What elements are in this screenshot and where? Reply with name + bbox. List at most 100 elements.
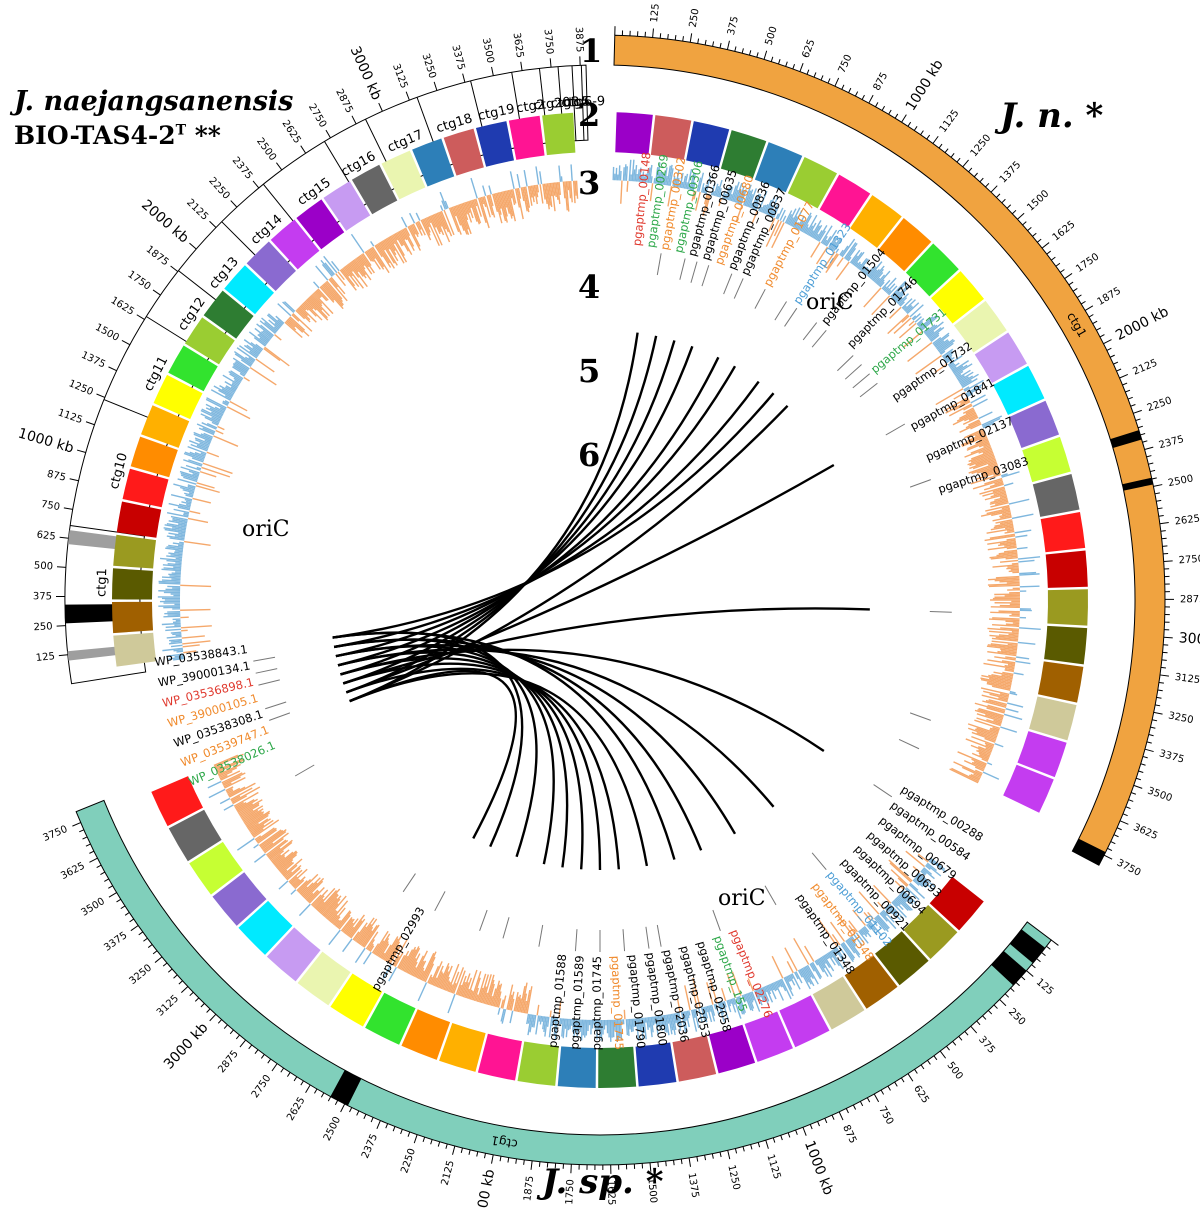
gc-skew-bar <box>985 747 993 752</box>
gc-skew-bar <box>999 693 1010 697</box>
gc-skew-bar <box>847 938 861 956</box>
gc-skew-bar <box>968 774 980 781</box>
gc-skew-bar <box>435 213 443 227</box>
tick-mark <box>462 73 466 83</box>
gc-skew-bar <box>804 966 812 978</box>
gc-skew-bar <box>162 564 182 568</box>
gene-tick <box>909 479 931 488</box>
gc-skew-bar <box>978 411 993 420</box>
gc-skew-bar <box>257 333 269 344</box>
gc-skew-bar <box>331 260 340 272</box>
synteny-block <box>412 138 455 187</box>
synteny-block <box>130 436 178 478</box>
gc-skew-bar <box>982 422 995 429</box>
gc-skew-bar <box>999 580 1020 583</box>
gc-skew-bar <box>637 169 640 182</box>
gap-marker-jsp <box>991 950 1027 986</box>
tick-mark <box>665 1161 667 1167</box>
gc-skew-bar <box>221 772 243 784</box>
gc-skew-bar <box>297 307 311 321</box>
tick-mark <box>143 937 148 942</box>
gc-skew-bar <box>561 1018 565 1037</box>
gc-skew-bar <box>934 363 948 373</box>
tick-mark <box>100 871 106 875</box>
gc-skew-bar <box>511 189 517 204</box>
gc-skew-bar <box>991 640 1018 645</box>
tick-mark <box>491 1154 494 1164</box>
tick-mark <box>927 1060 931 1065</box>
gc-skew-bar <box>961 435 987 448</box>
gc-skew-bar <box>989 553 1018 559</box>
gc-skew-bar <box>814 233 819 240</box>
gc-skew-bar <box>391 939 408 966</box>
gc-skew-bar <box>370 247 385 268</box>
gc-skew-bar <box>976 727 998 737</box>
tick-label: 3375 <box>1158 748 1185 765</box>
gc-skew-bar <box>211 421 219 426</box>
gc-skew-bar <box>337 271 345 281</box>
gc-skew-bar <box>420 952 435 981</box>
gc-skew-bar <box>223 782 232 788</box>
gc-skew-bar <box>851 935 857 942</box>
tick-mark <box>476 1151 479 1157</box>
tick-mark <box>1046 945 1051 950</box>
gc-skew-bar <box>303 877 325 899</box>
synteny-block <box>635 1042 677 1087</box>
gc-skew-bar <box>533 185 538 205</box>
gc-skew-bar <box>771 955 784 979</box>
gc-skew-bar <box>825 253 840 274</box>
gc-skew-bar <box>860 928 868 938</box>
gc-skew-bar <box>388 946 399 964</box>
gc-skew-bar <box>326 280 343 300</box>
gc-skew-bar <box>455 205 468 235</box>
tick-mark <box>1015 981 1020 987</box>
gc-skew-bar <box>651 1016 655 1026</box>
gc-skew-bar <box>565 181 570 212</box>
gc-skew-bar <box>158 580 181 584</box>
gc-skew-bar <box>357 256 365 267</box>
gc-skew-bar <box>326 895 347 920</box>
gc-skew-bar <box>507 189 517 222</box>
gc-skew-bar <box>872 268 884 282</box>
gc-skew-bar <box>168 502 191 510</box>
gc-skew-bar <box>896 896 912 912</box>
gc-skew-bar <box>980 677 1012 686</box>
gc-skew-bar <box>339 269 357 291</box>
tick-mark <box>1084 305 1094 311</box>
gc-skew-bar <box>871 295 891 316</box>
gc-skew-bar <box>233 350 254 365</box>
gc-skew-bar <box>836 257 844 267</box>
tick-mark <box>719 42 722 49</box>
gc-skew-bar <box>734 182 743 203</box>
gc-skew-bar <box>499 191 508 223</box>
gc-skew-bar <box>726 185 732 200</box>
gc-skew-bar <box>921 869 927 875</box>
gc-skew-bar <box>310 894 322 906</box>
gc-skew-bar <box>243 376 250 382</box>
gc-skew-bar <box>196 444 209 451</box>
gc-skew-bar <box>433 965 444 987</box>
gc-skew-bar <box>989 618 1020 622</box>
gc-skew-bar <box>717 187 722 198</box>
gc-skew-bar <box>800 212 812 232</box>
gc-skew-bar <box>691 190 696 202</box>
synteny-block <box>323 181 371 231</box>
gc-skew-bar <box>476 973 487 1002</box>
gc-skew-bar <box>736 189 742 204</box>
contig-label: ctg3 <box>550 95 580 112</box>
gene-tick <box>656 253 662 276</box>
gc-skew-bar <box>625 166 628 181</box>
gc-skew-bar <box>799 969 811 990</box>
gc-skew-bar <box>575 1019 578 1032</box>
gc-skew-bar <box>768 217 776 232</box>
gc-skew-bar <box>912 865 921 873</box>
gc-skew-bar <box>494 983 503 1007</box>
gc-skew-bar <box>723 1001 727 1008</box>
gc-skew-bar <box>810 962 822 980</box>
gc-skew-bar <box>439 205 444 211</box>
gc-skew-bar <box>224 400 230 404</box>
tick-mark <box>873 1093 880 1103</box>
gap-marker-jn <box>1122 477 1154 491</box>
gc-skew-bar <box>429 215 437 228</box>
gc-skew-bar <box>856 263 862 269</box>
